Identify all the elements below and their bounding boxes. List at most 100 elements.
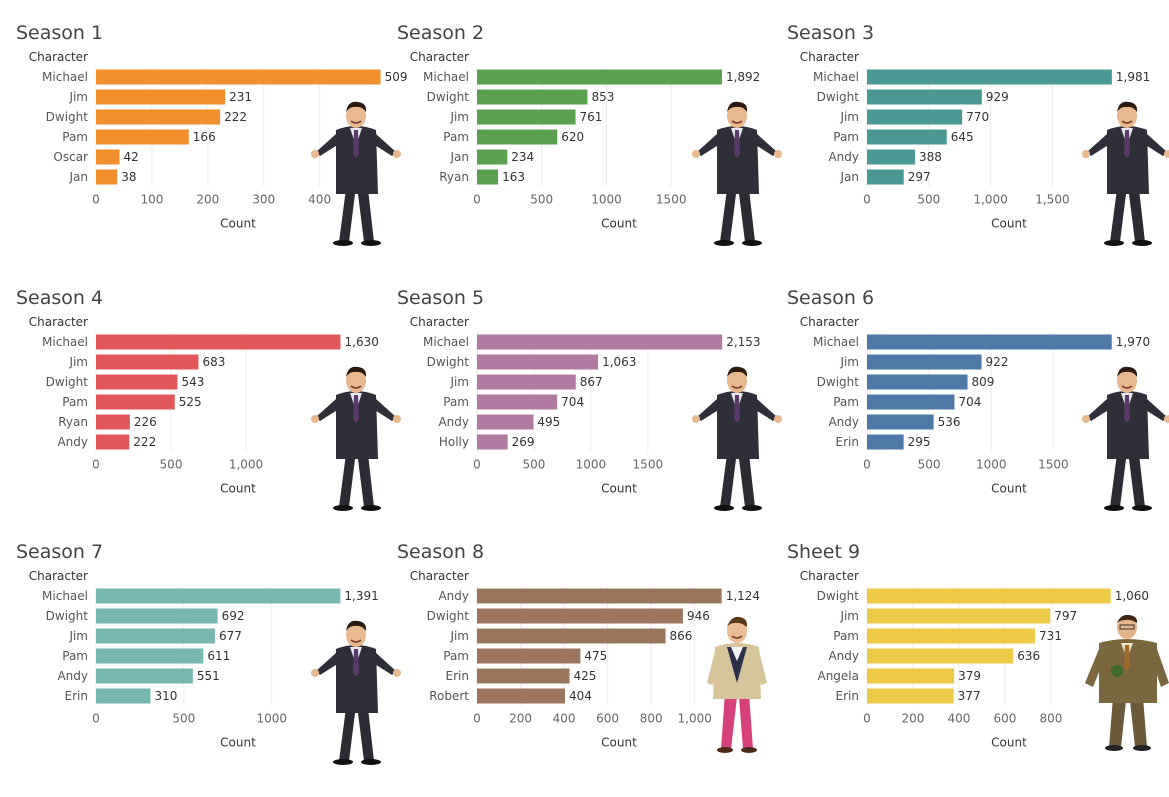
bar[interactable] xyxy=(96,334,341,350)
value-label: 1,892 xyxy=(726,70,760,84)
tick-label: 1000 xyxy=(591,193,622,207)
value-label: 222 xyxy=(133,435,156,449)
bar[interactable] xyxy=(96,668,193,684)
bar[interactable] xyxy=(96,648,204,664)
bar[interactable] xyxy=(867,414,934,430)
bar[interactable] xyxy=(477,688,565,704)
bar[interactable] xyxy=(96,434,130,450)
value-label: 692 xyxy=(222,609,245,623)
bar[interactable] xyxy=(96,588,341,604)
bar[interactable] xyxy=(867,374,968,390)
chart-title: Season 7 xyxy=(16,541,104,563)
category-label: Andy xyxy=(438,589,469,603)
category-label: Michael xyxy=(813,335,859,349)
bar[interactable] xyxy=(477,394,558,410)
category-label: Dwight xyxy=(46,609,89,623)
michael-figure xyxy=(1082,366,1169,511)
bar[interactable] xyxy=(96,354,199,370)
bar[interactable] xyxy=(477,588,722,604)
category-label: Michael xyxy=(42,589,88,603)
bar[interactable] xyxy=(867,608,1051,624)
category-label: Holly xyxy=(439,435,469,449)
category-label: Pam xyxy=(62,395,88,409)
bar[interactable] xyxy=(867,109,963,125)
tick-label: 1000 xyxy=(256,712,287,726)
bar[interactable] xyxy=(867,354,982,370)
axis-title: Count xyxy=(991,217,1027,231)
bar[interactable] xyxy=(867,434,904,450)
chart-title: Season 4 xyxy=(16,287,104,309)
michael-figure xyxy=(311,101,401,246)
value-label: 770 xyxy=(966,110,989,124)
bar[interactable] xyxy=(477,109,576,125)
bar[interactable] xyxy=(96,69,381,85)
bar[interactable] xyxy=(477,169,499,185)
value-label: 310 xyxy=(154,689,177,703)
bar[interactable] xyxy=(867,89,982,105)
value-label: 683 xyxy=(202,355,225,369)
chart-title: Season 2 xyxy=(397,22,485,44)
bar[interactable] xyxy=(96,628,215,644)
axis-title: Count xyxy=(601,217,637,231)
michael-figure xyxy=(692,101,782,246)
chart-title: Season 5 xyxy=(397,287,485,309)
value-label: 551 xyxy=(197,669,220,683)
bar[interactable] xyxy=(477,434,508,450)
bar[interactable] xyxy=(96,129,189,145)
bar[interactable] xyxy=(477,608,683,624)
tick-label: 200 xyxy=(509,712,532,726)
bar[interactable] xyxy=(477,648,581,664)
category-label: Jim xyxy=(839,110,859,124)
bar[interactable] xyxy=(477,414,534,430)
category-label: Dwight xyxy=(427,609,470,623)
category-label: Jim xyxy=(449,629,469,643)
bar[interactable] xyxy=(96,414,130,430)
axis-title: Count xyxy=(220,217,256,231)
bar[interactable] xyxy=(867,628,1036,644)
row-header: Character xyxy=(800,569,859,583)
chart-title: Season 6 xyxy=(787,287,875,309)
tick-label: 600 xyxy=(993,712,1016,726)
bar[interactable] xyxy=(867,169,904,185)
bar[interactable] xyxy=(477,628,666,644)
bar[interactable] xyxy=(867,668,955,684)
value-label: 388 xyxy=(919,150,942,164)
bar[interactable] xyxy=(96,109,221,125)
bar[interactable] xyxy=(96,169,118,185)
bar[interactable] xyxy=(477,69,722,85)
bar[interactable] xyxy=(867,394,955,410)
tick-label: 500 xyxy=(917,193,940,207)
bar-chart: Character Michael 509 Jim 231 Dwight 222 Pam 166… xyxy=(29,50,407,246)
bar[interactable] xyxy=(477,374,576,390)
value-label: 377 xyxy=(958,689,981,703)
bar[interactable] xyxy=(96,688,151,704)
bar[interactable] xyxy=(867,149,915,165)
chart-title: Sheet 9 xyxy=(787,541,861,563)
category-label: Jim xyxy=(68,355,88,369)
bar[interactable] xyxy=(477,668,570,684)
category-label: Jan xyxy=(840,170,860,184)
bar[interactable] xyxy=(867,648,1014,664)
value-label: 645 xyxy=(951,130,974,144)
bar[interactable] xyxy=(867,129,947,145)
bar[interactable] xyxy=(96,374,178,390)
bar[interactable] xyxy=(867,69,1112,85)
bar[interactable] xyxy=(477,334,723,350)
value-label: 297 xyxy=(908,170,931,184)
bar[interactable] xyxy=(477,354,599,370)
bar[interactable] xyxy=(867,334,1112,350)
category-label: Robert xyxy=(429,689,469,703)
category-label: Jim xyxy=(449,110,469,124)
bar[interactable] xyxy=(477,129,558,145)
bar[interactable] xyxy=(477,149,508,165)
bar[interactable] xyxy=(867,588,1111,604)
bar[interactable] xyxy=(96,89,226,105)
bar[interactable] xyxy=(96,149,120,165)
value-label: 1,060 xyxy=(1115,589,1149,603)
bar[interactable] xyxy=(96,394,175,410)
bar[interactable] xyxy=(477,89,588,105)
bar[interactable] xyxy=(867,688,954,704)
category-label: Jim xyxy=(449,375,469,389)
bar[interactable] xyxy=(96,608,218,624)
tick-label: 1,000 xyxy=(229,458,263,472)
